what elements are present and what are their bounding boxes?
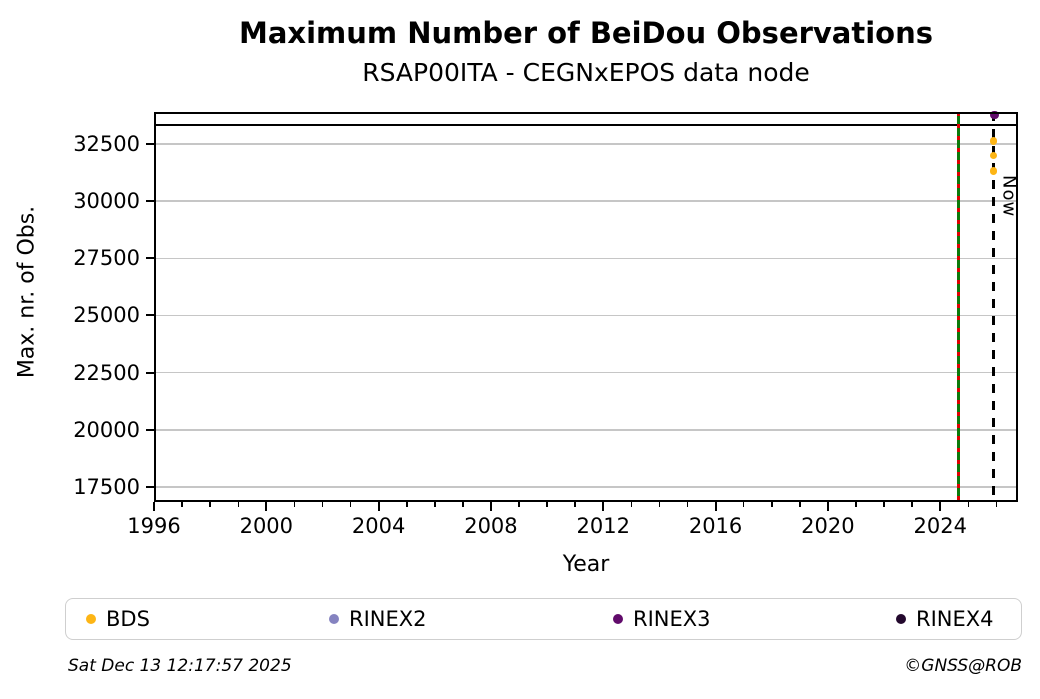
now-line — [992, 112, 995, 502]
x-tick-minor — [995, 502, 998, 507]
y-tick — [146, 428, 154, 431]
y-tick-label: 17500 — [73, 474, 140, 499]
x-tick-label: 2024 — [913, 514, 967, 538]
x-tick-minor — [630, 502, 633, 507]
x-tick-minor — [546, 502, 548, 507]
x-tick-minor — [406, 502, 408, 507]
x-tick-minor — [658, 502, 661, 507]
y-tick — [146, 485, 154, 488]
x-tick-minor — [799, 502, 801, 507]
legend-dot-rinex4 — [896, 614, 906, 624]
x-tick-major — [489, 502, 492, 511]
x-tick-major — [377, 502, 380, 511]
x-tick-minor — [855, 502, 857, 507]
x-tick-major — [826, 502, 829, 511]
y-gridline — [154, 486, 1018, 488]
y-tick-label: 30000 — [73, 189, 140, 214]
y-tick-label: 20000 — [73, 417, 140, 442]
x-tick-label: 1996 — [127, 514, 181, 538]
x-tick-minor — [574, 502, 576, 507]
y-gridline — [154, 257, 1018, 260]
y-tick — [146, 314, 154, 317]
legend-item-rinex3: RINEX3 — [613, 599, 711, 639]
legend-dot-rinex3 — [613, 614, 623, 624]
plot-frame — [154, 112, 1018, 502]
x-tick-minor — [293, 502, 296, 507]
x-tick-label: 2012 — [576, 514, 630, 538]
x-tick-major — [265, 502, 268, 511]
legend-item-label: BDS — [106, 607, 150, 631]
y-gridline — [154, 314, 1018, 317]
x-tick-major — [153, 502, 155, 511]
x-tick-minor — [742, 502, 745, 507]
legend-item-rinex4: RINEX4 — [896, 599, 994, 639]
y-tick — [146, 143, 154, 145]
legend-item-label: RINEX4 — [916, 607, 994, 631]
x-tick-minor — [771, 502, 773, 507]
rinex3-point — [990, 110, 999, 120]
y-tick-label: 25000 — [73, 303, 140, 328]
legend-dot-bds — [86, 614, 96, 624]
x-tick-major — [602, 502, 605, 511]
reference-line — [154, 123, 1018, 127]
x-tick-minor — [237, 502, 240, 507]
credit-label: ©GNSS@ROB — [904, 656, 1022, 676]
x-tick-label: 2000 — [239, 514, 294, 538]
x-tick-minor — [349, 502, 352, 507]
x-axis-label: Year — [562, 552, 610, 577]
x-tick-minor — [209, 502, 211, 507]
legend-item-rinex2: RINEX2 — [329, 599, 427, 639]
y-gridline — [154, 371, 1018, 374]
x-tick-major — [714, 502, 717, 511]
x-tick-minor — [181, 502, 183, 507]
x-tick-minor — [434, 502, 436, 507]
station-event-line — [956, 112, 960, 502]
y-tick — [146, 371, 154, 374]
x-tick-minor — [967, 502, 970, 507]
x-tick-major — [939, 502, 942, 511]
y-axis-label: Max. nr. of Obs. — [14, 205, 40, 379]
x-tick-minor — [462, 502, 464, 507]
legend-item-label: RINEX2 — [349, 607, 427, 631]
x-tick-minor — [321, 502, 324, 507]
y-tick-label: 32500 — [73, 132, 140, 156]
y-tick-label: 27500 — [73, 246, 140, 271]
plot-timestamp: Sat Dec 13 12:17:57 2025 — [68, 656, 292, 676]
legend-item-label: RINEX3 — [633, 607, 711, 631]
y-tick-label: 22500 — [73, 360, 140, 385]
chart-subtitle: RSAP00ITA - CEGNxEPOS data node — [362, 58, 810, 87]
legend-dot-rinex2 — [329, 614, 339, 624]
x-tick-minor — [911, 502, 913, 507]
bds-point — [989, 152, 998, 160]
bds-point — [989, 137, 998, 145]
y-tick — [146, 200, 154, 203]
y-gridline — [154, 200, 1018, 202]
x-tick-minor — [518, 502, 520, 507]
chart-title: Maximum Number of BeiDou Observations — [238, 16, 934, 50]
now-label: Now — [998, 175, 1020, 218]
x-tick-label: 2004 — [351, 514, 406, 538]
x-tick-label: 2020 — [801, 514, 855, 538]
y-gridline — [154, 143, 1018, 145]
x-tick-minor — [883, 502, 885, 507]
y-gridline — [154, 428, 1018, 431]
bds-point — [989, 167, 998, 175]
y-tick — [146, 257, 154, 260]
x-tick-label: 2008 — [464, 514, 518, 538]
x-tick-label: 2016 — [688, 514, 743, 538]
x-tick-minor — [686, 502, 689, 507]
legend: BDS RINEX2 RINEX3 RINEX4 — [65, 598, 1022, 640]
legend-item-bds: BDS — [86, 599, 150, 639]
